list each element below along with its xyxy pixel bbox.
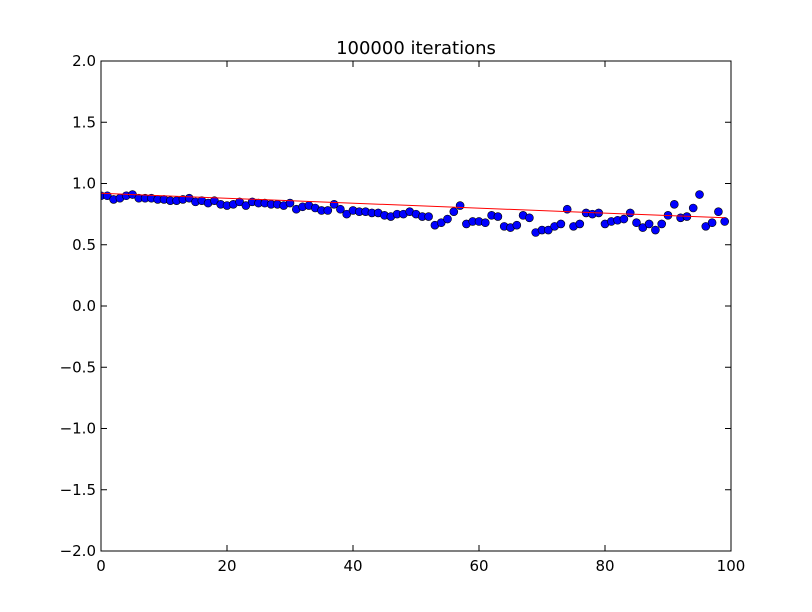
y-tick-label: −2.0 xyxy=(60,542,96,560)
data-point xyxy=(556,219,566,229)
y-tick-label: −0.5 xyxy=(60,358,96,376)
data-point xyxy=(657,219,667,229)
data-point xyxy=(436,218,446,227)
y-tick-label: 1.5 xyxy=(72,113,96,131)
data-point xyxy=(651,225,660,235)
axis-ticks: 0 20 40 60 80 100 −2.0 −1.5 −1.0 −0.5 0.0 0.5 1.0 1.5… xyxy=(60,52,746,575)
data-point xyxy=(235,197,244,207)
data-point xyxy=(241,201,251,210)
data-point xyxy=(701,222,711,231)
y-tick-label: −1.0 xyxy=(60,420,96,438)
data-point xyxy=(688,203,698,213)
data-point xyxy=(323,206,333,215)
y-tick-label: 0.0 xyxy=(72,297,96,315)
data-point xyxy=(480,218,490,227)
x-tick-label: 60 xyxy=(469,557,488,575)
data-point xyxy=(342,209,352,219)
data-point xyxy=(525,213,534,223)
y-tick-label: −1.5 xyxy=(60,481,96,499)
data-point xyxy=(210,196,219,205)
data-point xyxy=(695,190,704,199)
y-tick-label: 1.0 xyxy=(72,175,96,193)
data-point xyxy=(575,219,585,229)
data-point xyxy=(449,207,459,216)
data-point xyxy=(714,207,723,216)
data-point xyxy=(424,212,433,221)
data-point xyxy=(512,220,522,230)
y-tick-label: 2.0 xyxy=(72,52,96,70)
data-point xyxy=(543,225,553,235)
x-tick-label: 0 xyxy=(96,557,106,575)
data-point xyxy=(443,214,452,224)
data-point xyxy=(707,218,717,227)
x-tick-label: 100 xyxy=(717,557,746,575)
data-point xyxy=(619,214,629,224)
data-point xyxy=(336,204,345,214)
plot-area xyxy=(101,190,730,237)
chart-title: 100000 iterations xyxy=(336,38,496,59)
data-point xyxy=(625,208,635,218)
data-point xyxy=(638,223,648,232)
y-tick-label: 0.5 xyxy=(72,236,96,254)
data-point xyxy=(493,212,503,221)
data-point xyxy=(644,219,654,229)
x-tick-label: 20 xyxy=(217,557,236,575)
data-point xyxy=(669,200,679,209)
trend-line xyxy=(101,192,725,219)
x-tick-label: 80 xyxy=(595,557,614,575)
data-point xyxy=(720,217,730,226)
plot-frame xyxy=(100,60,732,552)
data-point xyxy=(455,201,465,210)
x-tick-label: 40 xyxy=(343,557,362,575)
data-point xyxy=(632,218,641,227)
